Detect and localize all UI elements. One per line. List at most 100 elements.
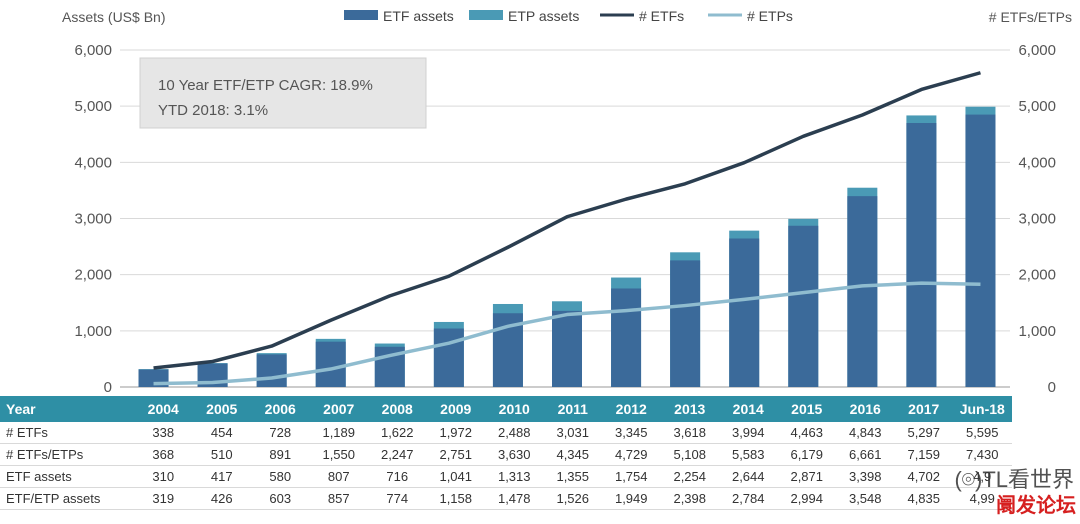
table-cell: 2,247 [368,443,427,466]
table-cell: 454 [192,422,251,444]
table-cell: 857 [309,487,368,510]
table-header-year: 2016 [849,401,881,417]
table-cell: 1,355 [543,465,602,488]
table-row: ETF assets 310 417 580 807 716 1,041 1,313 1,355… [0,465,1012,488]
table-cell: 5,595 [953,422,1012,444]
table-header-year: 2017 [908,401,940,417]
legend-swatch-etf-assets [344,10,378,20]
table-cell: 1,478 [485,487,544,510]
table-cell: 4,843 [836,422,895,444]
data-table: Year 2004 2005 2006 2007 2008 2009 2010 2011 2012… [0,396,1012,510]
table-cell: 4,345 [543,443,602,466]
table-header-year: 2015 [791,401,823,417]
table-cell: 774 [368,487,427,510]
table-cell: 603 [251,487,310,510]
legend: ETF assets ETP assets # ETFs # ETPs [344,8,793,24]
y-tick-label: 6,000 [74,42,112,59]
legend-label-etfs: # ETFs [639,8,684,24]
table-header-year: 2007 [323,401,355,417]
table-cell: 368 [134,443,193,466]
table-cell: 1,313 [485,465,544,488]
y-tick-label: 0 [104,379,112,396]
etf-assets-bar [965,114,996,387]
table-cell: 2,254 [660,465,719,488]
lines [153,71,981,386]
ytd-text: YTD 2018: 3.1% [158,102,268,119]
legend-label-etps: # ETPs [747,8,793,24]
table-cell: 580 [251,465,310,488]
table-header-year: 2008 [381,401,413,417]
table-cell: 3,548 [836,487,895,510]
y-tick-label: 1,000 [74,323,112,340]
cagr-annotation-box: 10 Year ETF/ETP CAGR: 18.9% YTD 2018: 3.… [139,57,427,129]
table-cell: 3,618 [660,422,719,444]
y-tick-label: 4,000 [74,154,112,171]
table-cell: 7,430 [953,443,1012,466]
table-cell: 1,949 [602,487,661,510]
table-cell: 4,463 [777,422,836,444]
table-cell: 5,297 [894,422,953,444]
y2-tick-label: 3,000 [1018,211,1056,228]
table-cell: 4,9 [953,465,1012,488]
etf-assets-bar [788,225,819,387]
table-cell: 807 [309,465,368,488]
table-cell: 2,994 [777,487,836,510]
table-header-year: 2006 [264,401,296,417]
table-header-year: 2012 [615,401,647,417]
legend-swatch-etp-assets [469,10,503,20]
etf-assets-bar [552,310,582,387]
table-cell: 1,158 [426,487,485,510]
etfs-count-line [153,71,981,370]
table-header-year: 2011 [557,401,588,417]
table-cell: 4,99 [953,487,1012,510]
table-cell: 1,550 [309,443,368,466]
etf-assets-bar [433,328,464,387]
y2-tick-label: 0 [1048,379,1056,396]
table-cell: 3,345 [602,422,661,444]
table-cell: 2,398 [660,487,719,510]
table-row: # ETFs/ETPs 368 510 891 1,550 2,247 2,751 3,630… [0,443,1012,466]
table-row: ETF/ETP assets 319 426 603 857 774 1,158 1,478 1… [0,487,1012,510]
table-row-label: ETF assets [0,465,134,488]
table-cell: 716 [368,465,427,488]
y2-tick-label: 5,000 [1018,98,1056,115]
legend-label-etp-assets: ETP assets [508,8,579,24]
table-cell: 4,702 [894,465,953,488]
y-axis-title: Assets (US$ Bn) [62,9,165,25]
table-cell: 4,835 [894,487,953,510]
etf-assets-bar [906,123,937,388]
table-cell: 4,729 [602,443,661,466]
cagr-text: 10 Year ETF/ETP CAGR: 18.9% [158,77,373,94]
table-header-year: 2013 [674,401,706,417]
watermark-logo-text: 阛发论坛 [996,495,1076,517]
y2-tick-label: 4,000 [1018,154,1056,171]
y2-tick-label: 2,000 [1018,267,1056,284]
table-header-year: 2010 [498,401,530,417]
table-cell: 891 [251,443,310,466]
table-cell: 1,622 [368,422,427,444]
y2-axis-title: # ETFs/ETPs [989,9,1072,25]
table-cell: 3,398 [836,465,895,488]
etf-assets-bar [315,341,346,387]
etf-assets-bar [670,260,701,387]
y2-tick-label: 6,000 [1018,42,1056,59]
table-cell: 2,644 [719,465,778,488]
table-cell: 310 [134,465,193,488]
table-cell: 2,488 [485,422,544,444]
table-cell: 728 [251,422,310,444]
table-cell: 5,583 [719,443,778,466]
etps-count-line [153,281,981,386]
table-cell: 3,031 [543,422,602,444]
table-cell: 1,754 [602,465,661,488]
table-row-label: # ETFs/ETPs [0,443,134,466]
legend-label-etf-assets: ETF assets [383,8,454,24]
table-cell: 417 [192,465,251,488]
table-cell: 6,179 [777,443,836,466]
table-cell: 2,784 [719,487,778,510]
tick-labels: 0 0 1,000 1,000 2,000 2,000 3,000 3,000 4,000 4,0… [74,42,1056,396]
etf-assets-bar [729,238,760,387]
table-cell: 1,189 [309,422,368,444]
table-cell: 338 [134,422,193,444]
table-cell: 510 [192,443,251,466]
etf-assets-bar [256,354,287,387]
